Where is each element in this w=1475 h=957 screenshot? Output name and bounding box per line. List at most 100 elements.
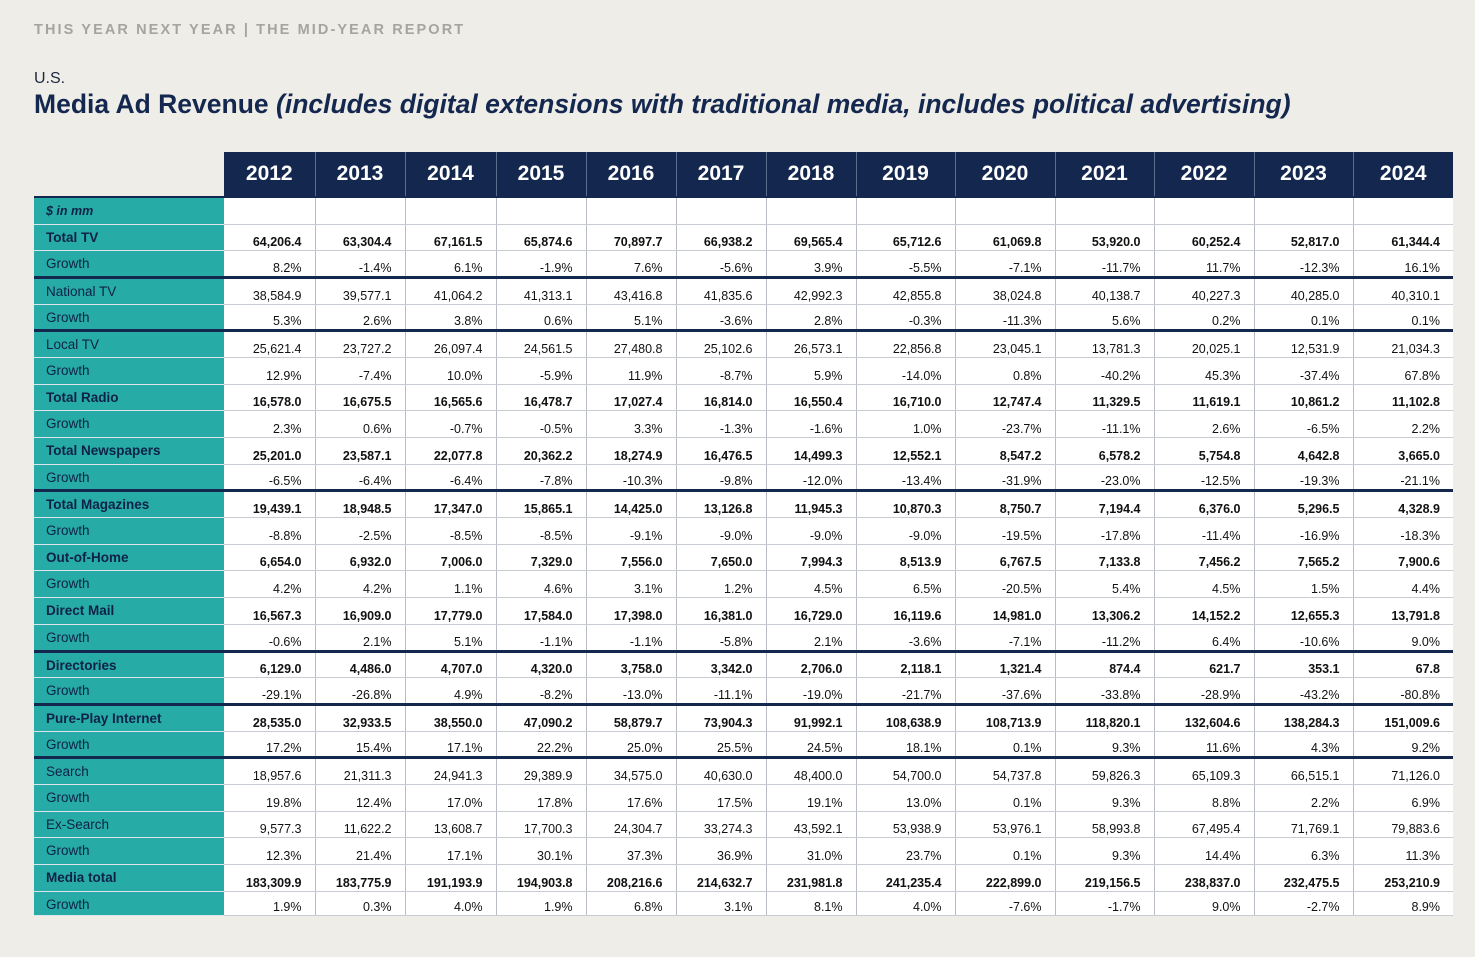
table-cell: 183,309.9: [224, 864, 316, 892]
table-row: Total Radio 16,578.0 16,675.5 16,565.6 16,47…: [34, 384, 1453, 412]
table-cell: -8.7%: [676, 357, 767, 385]
table-cell: -18.3%: [1353, 517, 1453, 545]
table-cell: 8.9%: [1353, 891, 1453, 916]
table-cell: -80.8%: [1353, 677, 1453, 705]
table-cell: -40.2%: [1055, 357, 1155, 385]
table-cell: 42,855.8: [856, 275, 956, 305]
year-header-2023: 2023: [1254, 152, 1354, 197]
table-cell: 222,899.0: [955, 864, 1056, 892]
table-cell: -5.6%: [676, 250, 767, 278]
table-cell: 53,920.0: [1055, 224, 1155, 252]
table-cell: 21,034.3: [1353, 329, 1453, 358]
table-cell: 7,329.0: [496, 544, 587, 572]
table-cell: -8.2%: [496, 677, 587, 705]
unit-row-empty-cell: [1254, 196, 1354, 225]
table-cell: 18,957.6: [224, 756, 316, 785]
table-cell: -0.3%: [856, 304, 956, 332]
table-cell: 4,320.0: [496, 649, 587, 679]
table-cell: -0.7%: [405, 410, 497, 438]
row-label: Total TV: [34, 224, 224, 252]
table-cell: 39,577.1: [315, 275, 406, 305]
table-cell: 67,161.5: [405, 224, 497, 252]
table-cell: 21.4%: [315, 837, 406, 865]
table-cell: 7,194.4: [1055, 489, 1155, 519]
table-cell: 12.3%: [224, 837, 316, 865]
table-cell: 1.5%: [1254, 570, 1354, 599]
table-cell: 4.4%: [1353, 570, 1453, 599]
table-cell: 21,311.3: [315, 756, 406, 785]
table-cell: 1.1%: [405, 570, 497, 599]
unit-row-empty-cell: [315, 196, 406, 225]
row-label: Total Newspapers: [34, 437, 224, 465]
table-cell: -33.8%: [1055, 677, 1155, 705]
table-cell: 6,129.0: [224, 649, 316, 679]
table-cell: -21.1%: [1353, 464, 1453, 492]
table-cell: 42,992.3: [766, 275, 857, 305]
table-cell: 67.8: [1353, 649, 1453, 679]
row-label: Growth: [34, 410, 224, 438]
table-cell: 69,565.4: [766, 224, 857, 252]
table-cell: 25.5%: [676, 731, 767, 759]
table-cell: 23,045.1: [955, 329, 1056, 358]
year-header-2017: 2017: [676, 152, 767, 197]
table-cell: 4.0%: [856, 891, 956, 916]
table-cell: 25.0%: [586, 731, 677, 759]
table-cell: -11.2%: [1055, 624, 1155, 652]
table-cell: 5.9%: [766, 357, 857, 385]
table-cell: 10,870.3: [856, 489, 956, 519]
table-row: Total Magazines 19,439.1 18,948.5 17,347.0 1…: [34, 489, 1453, 519]
table-cell: -8.5%: [405, 517, 497, 545]
table-cell: 232,475.5: [1254, 864, 1354, 892]
table-cell: 22,077.8: [405, 437, 497, 465]
region-label: U.S.: [34, 70, 66, 87]
table-cell: 2.1%: [315, 624, 406, 652]
table-cell: 65,874.6: [496, 224, 587, 252]
table-cell: 18,948.5: [315, 489, 406, 519]
row-label: Directories: [34, 649, 224, 679]
table-cell: 12.9%: [224, 357, 316, 385]
table-cell: 41,835.6: [676, 275, 767, 305]
table-cell: 37.3%: [586, 837, 677, 865]
row-label: Growth: [34, 357, 224, 385]
table-cell: 1.0%: [856, 410, 956, 438]
table-cell: -26.8%: [315, 677, 406, 705]
table-cell: 9.3%: [1055, 837, 1155, 865]
table-cell: 183,775.9: [315, 864, 406, 892]
year-header-2016: 2016: [586, 152, 677, 197]
table-cell: 4.6%: [496, 570, 587, 599]
table-cell: 40,227.3: [1154, 275, 1255, 305]
table-cell: 11.9%: [586, 357, 677, 385]
row-label: Local TV: [34, 329, 224, 358]
table-cell: 54,700.0: [856, 756, 956, 785]
table-cell: -9.0%: [766, 517, 857, 545]
table-cell: 0.6%: [315, 410, 406, 438]
table-cell: 6.8%: [586, 891, 677, 916]
unit-row-empty-cell: [1055, 196, 1155, 225]
table-cell: 12.4%: [315, 784, 406, 812]
table-cell: -5.9%: [496, 357, 587, 385]
table-cell: 16,578.0: [224, 384, 316, 412]
table-cell: 1.2%: [676, 570, 767, 599]
table-cell: 0.1%: [1353, 304, 1453, 332]
table-cell: -19.3%: [1254, 464, 1354, 492]
table-cell: 40,138.7: [1055, 275, 1155, 305]
table-row: Media total 183,309.9 183,775.9 191,193.9 19…: [34, 864, 1453, 892]
table-cell: 7,456.2: [1154, 544, 1255, 572]
table-cell: 70,897.7: [586, 224, 677, 252]
table-cell: -12.5%: [1154, 464, 1255, 492]
row-label: Ex-Search: [34, 811, 224, 839]
table-cell: -9.8%: [676, 464, 767, 492]
table-cell: 26,573.1: [766, 329, 857, 358]
table-cell: 23.7%: [856, 837, 956, 865]
row-label: Growth: [34, 837, 224, 865]
row-label: Direct Mail: [34, 597, 224, 625]
table-cell: 11.6%: [1154, 731, 1255, 759]
table-cell: 5.3%: [224, 304, 316, 332]
table-cell: 7,900.6: [1353, 544, 1453, 572]
table-cell: 18.1%: [856, 731, 956, 759]
table-cell: 45.3%: [1154, 357, 1255, 385]
table-cell: 73,904.3: [676, 702, 767, 732]
table-cell: 58,993.8: [1055, 811, 1155, 839]
table-cell: -9.1%: [586, 517, 677, 545]
table-cell: 2.6%: [1154, 410, 1255, 438]
